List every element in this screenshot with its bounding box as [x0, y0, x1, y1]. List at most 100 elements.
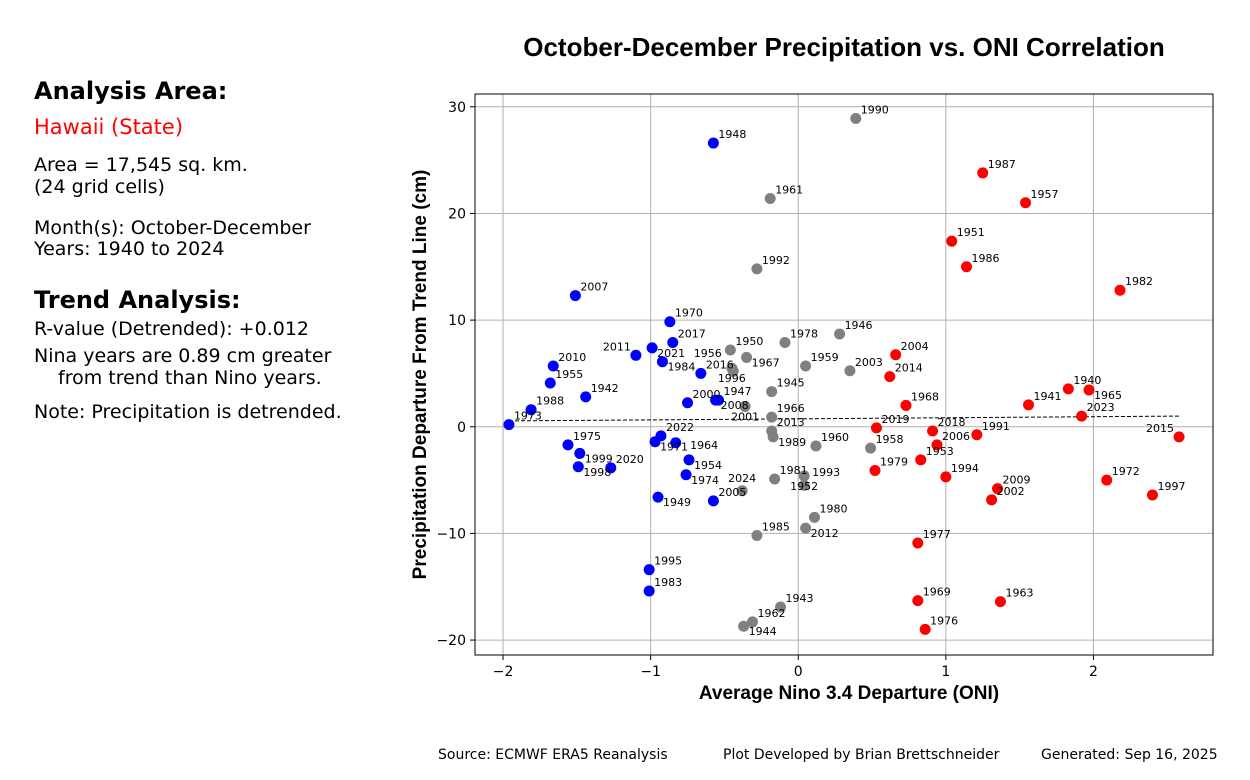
- point-label-1953: 1953: [926, 445, 954, 458]
- data-point-1983: [643, 585, 655, 597]
- data-point-2016: [695, 367, 707, 379]
- data-point-1946: [834, 328, 846, 340]
- point-label-1990: 1990: [861, 104, 889, 117]
- data-point-1971: [649, 436, 661, 448]
- data-point-1965: [1083, 384, 1095, 396]
- data-point-2000: [682, 397, 694, 409]
- point-label-1948: 1948: [718, 128, 746, 141]
- point-label-1965: 1965: [1094, 389, 1122, 402]
- data-point-1984: [656, 356, 668, 368]
- point-label-2016: 2016: [706, 358, 734, 371]
- point-label-1964: 1964: [690, 439, 718, 452]
- point-label-1977: 1977: [923, 528, 951, 541]
- data-point-1943: [775, 601, 787, 613]
- point-label-1944: 1944: [749, 625, 777, 638]
- data-point-2019: [870, 422, 882, 434]
- point-label-1973: 1973: [514, 410, 542, 423]
- data-point-2010: [547, 360, 559, 372]
- point-label-2001: 2001: [731, 410, 759, 423]
- point-label-1984: 1984: [667, 361, 695, 374]
- point-label-1983: 1983: [654, 576, 682, 589]
- data-point-1953: [915, 454, 927, 466]
- point-label-2008: 2008: [721, 399, 749, 412]
- data-point-1963: [994, 596, 1006, 608]
- x-tick-label: −1: [640, 664, 661, 680]
- point-label-2002: 2002: [997, 485, 1025, 498]
- data-point-2011: [630, 349, 642, 361]
- data-point-1952: [798, 470, 810, 482]
- point-label-2014: 2014: [895, 362, 923, 375]
- point-label-1979: 1979: [880, 455, 908, 468]
- point-label-2006: 2006: [942, 430, 970, 443]
- point-label-1989: 1989: [778, 436, 806, 449]
- point-label-1969: 1969: [923, 586, 951, 599]
- data-point-1964: [670, 437, 682, 449]
- data-point-1991: [971, 429, 983, 441]
- point-label-1961: 1961: [775, 184, 803, 197]
- point-label-1956: 1956: [694, 347, 722, 360]
- nina-diff-line2: from trend than Nino years.: [58, 367, 322, 389]
- data-point-1987: [977, 167, 989, 179]
- plot-frame: [474, 93, 1214, 656]
- point-label-1942: 1942: [591, 382, 619, 395]
- data-point-1979: [869, 464, 881, 476]
- y-tick-label: −10: [436, 526, 466, 542]
- years: Years: 1940 to 2024: [34, 238, 225, 260]
- y-tick-label: 0: [457, 420, 466, 436]
- point-label-1999: 1999: [585, 452, 613, 465]
- data-point-1980: [808, 511, 820, 523]
- data-point-2009: [992, 483, 1004, 495]
- point-label-2019: 2019: [881, 413, 909, 426]
- data-point-1944: [738, 620, 750, 632]
- point-label-1978: 1978: [790, 328, 818, 341]
- r-value: R-value (Detrended): +0.012: [34, 318, 309, 340]
- data-point-1999: [574, 447, 586, 459]
- point-label-1970: 1970: [675, 307, 703, 320]
- point-label-1994: 1994: [951, 462, 979, 475]
- point-label-2017: 2017: [678, 328, 706, 341]
- point-label-2003: 2003: [855, 356, 883, 369]
- y-axis-label: Precipitation Departure From Trend Line …: [410, 170, 431, 580]
- point-label-2009: 2009: [1003, 474, 1031, 487]
- y-tick-label: 20: [448, 206, 466, 222]
- point-label-1957: 1957: [1031, 188, 1059, 201]
- data-point-1956: [727, 365, 739, 377]
- data-point-1962: [746, 616, 758, 628]
- point-label-1959: 1959: [811, 351, 839, 364]
- x-axis-label: Average Nino 3.4 Departure (ONI): [699, 683, 999, 704]
- point-label-1954: 1954: [694, 459, 722, 472]
- data-point-2001: [739, 400, 751, 412]
- point-label-2020: 2020: [616, 453, 644, 466]
- data-point-1955: [544, 377, 556, 389]
- point-label-2011: 2011: [603, 340, 631, 353]
- point-label-1951: 1951: [957, 226, 985, 239]
- point-label-1967: 1967: [752, 356, 780, 369]
- point-label-1980: 1980: [819, 502, 847, 515]
- point-label-2015: 2015: [1146, 422, 1174, 435]
- data-point-1970: [664, 316, 676, 328]
- data-point-1978: [779, 337, 791, 349]
- data-point-1949: [652, 491, 664, 503]
- y-tick-label: 30: [448, 100, 466, 116]
- trend-line: [508, 415, 1180, 422]
- point-label-2024: 2024: [728, 472, 756, 485]
- data-point-1972: [1101, 474, 1113, 486]
- data-point-1990: [850, 113, 862, 125]
- point-label-2022: 2022: [666, 421, 694, 434]
- point-label-1993: 1993: [812, 466, 840, 479]
- point-label-1949: 1949: [663, 496, 691, 509]
- point-label-1995: 1995: [654, 555, 682, 568]
- developer-text: Plot Developed by Brian Brettschneider: [723, 747, 1000, 763]
- data-point-2021: [646, 342, 658, 354]
- data-point-1945: [766, 386, 778, 398]
- data-point-1976: [919, 623, 931, 635]
- point-label-2005: 2005: [718, 486, 746, 499]
- x-tick-label: −2: [493, 664, 514, 680]
- point-label-2012: 2012: [811, 527, 839, 540]
- data-point-1967: [741, 351, 753, 363]
- data-point-2024: [736, 485, 748, 497]
- data-point-1966: [766, 411, 778, 423]
- point-label-1975: 1975: [573, 430, 601, 443]
- data-point-2023: [1076, 410, 1088, 422]
- point-label-1947: 1947: [724, 385, 752, 398]
